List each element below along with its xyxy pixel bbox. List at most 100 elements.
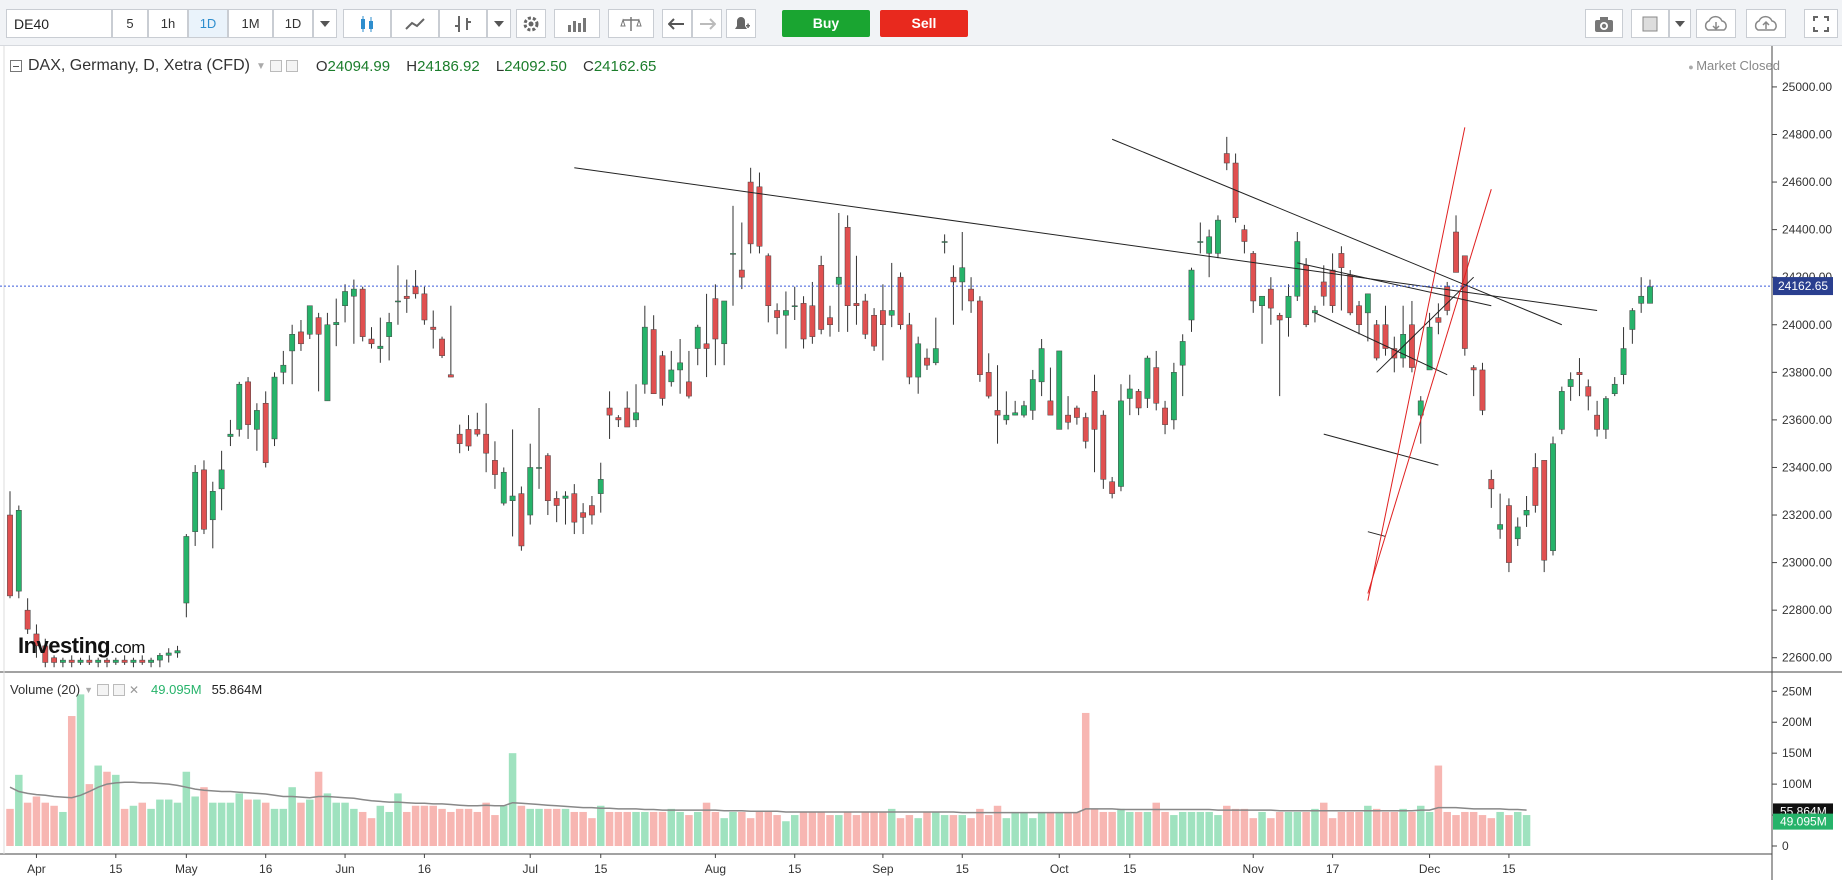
candle — [456, 424, 463, 454]
volume-bar — [614, 811, 623, 846]
candle — [712, 284, 719, 366]
time-tick-label: 15 — [956, 862, 970, 876]
time-tick-label: 16 — [259, 862, 273, 876]
cloud-download-icon[interactable] — [1696, 9, 1736, 38]
bar-chart-icon[interactable] — [554, 9, 600, 38]
instrument-title[interactable]: DAX, Germany, D, Xetra (CFD) — [28, 57, 250, 74]
candle-body — [439, 338, 445, 356]
investing-logo: Investing.com — [18, 633, 145, 659]
last-price-badge — [1773, 277, 1833, 296]
candle-body — [1003, 414, 1010, 421]
volume-visibility-icon[interactable] — [97, 683, 110, 696]
visibility-icon[interactable] — [269, 60, 282, 72]
title-dropdown-icon[interactable]: ▼ — [255, 60, 266, 72]
candle — [15, 505, 22, 599]
candle — [1082, 412, 1089, 449]
candle-body — [42, 645, 49, 663]
indicator-icon[interactable] — [439, 9, 487, 38]
candle — [439, 336, 445, 359]
volume-dropdown-icon[interactable]: ▼ — [84, 684, 94, 695]
candle-body — [1338, 253, 1345, 268]
candle-body — [1091, 391, 1098, 430]
candle-body — [1611, 383, 1618, 394]
candle-body — [1100, 414, 1107, 480]
volume-bar — [658, 811, 667, 846]
candle-body — [121, 659, 128, 663]
candle — [68, 655, 75, 668]
candle — [492, 441, 498, 489]
settings-icon[interactable] — [285, 60, 298, 72]
volume-bar — [826, 815, 834, 846]
candle — [218, 450, 225, 511]
volume-settings-icon[interactable] — [113, 683, 126, 696]
interval-1h-button[interactable]: 1h — [148, 9, 188, 38]
candle — [227, 419, 234, 447]
buy-button[interactable]: Buy — [782, 10, 870, 37]
camera-icon[interactable] — [1585, 9, 1623, 38]
candle — [1506, 498, 1512, 573]
candle — [835, 212, 842, 332]
gear-icon[interactable] — [516, 9, 546, 38]
interval-1d-alt-button[interactable]: 1D — [273, 9, 313, 38]
candle-body — [1047, 400, 1054, 416]
volume-bar — [1161, 811, 1169, 846]
volume-bar — [1434, 765, 1443, 846]
candle-body — [218, 469, 225, 490]
candle — [1435, 303, 1442, 335]
time-tick-label: Sep — [872, 862, 894, 876]
redo-icon[interactable] — [692, 9, 722, 38]
volume-bar — [570, 811, 579, 846]
interval-dropdown-chevron-icon[interactable] — [313, 9, 337, 38]
candle — [553, 491, 560, 523]
volume-bar — [270, 808, 279, 846]
candle — [932, 317, 939, 366]
red-trendline — [1367, 127, 1466, 601]
fullscreen-icon[interactable] — [1804, 9, 1838, 38]
price-tick-label: 24800.00 — [1782, 127, 1832, 141]
symbol-input[interactable]: DE40 — [6, 9, 112, 38]
interval-1m-button[interactable]: 1M — [228, 9, 273, 38]
candle-body — [430, 326, 437, 330]
price-tick-label: 23600.00 — [1782, 413, 1832, 427]
color-swatch-icon[interactable] — [1631, 9, 1669, 38]
volume-bar — [1522, 815, 1531, 846]
candle — [1162, 400, 1168, 435]
candle — [906, 312, 913, 385]
cloud-upload-icon[interactable] — [1746, 9, 1786, 38]
candle-body — [1153, 367, 1160, 404]
volume-value: 49.095M — [151, 682, 202, 697]
line-chart-icon[interactable] — [391, 9, 439, 38]
volume-bar — [1002, 818, 1011, 846]
candle-body — [1364, 293, 1371, 314]
candle-body — [615, 417, 622, 421]
candle-body — [1453, 231, 1459, 273]
volume-legend: Volume (20) ▼ ✕ 49.095M 55.864M — [10, 682, 262, 697]
volume-bar — [420, 805, 429, 846]
volume-close-icon[interactable]: ✕ — [129, 682, 140, 697]
volume-bar — [76, 694, 85, 846]
volume-bar — [1231, 808, 1240, 846]
candlestick-icon[interactable] — [343, 9, 391, 38]
price-tick-label: 24400.00 — [1782, 223, 1832, 237]
collapse-legend-icon[interactable] — [10, 60, 22, 72]
interval-5-button[interactable]: 5 — [112, 9, 148, 38]
candle — [1118, 384, 1124, 492]
candle — [1382, 305, 1389, 356]
color-dropdown-chevron-icon[interactable] — [1669, 9, 1691, 38]
sell-button[interactable]: Sell — [880, 10, 968, 37]
alert-bell-icon[interactable] — [726, 9, 756, 38]
undo-icon[interactable] — [662, 9, 692, 38]
candle — [1444, 281, 1451, 316]
compare-scale-icon[interactable] — [608, 9, 654, 38]
volume-bar — [597, 805, 605, 846]
interval-1d-button[interactable]: 1D — [188, 9, 228, 38]
candle — [253, 403, 260, 451]
chart-area[interactable]: 25000.0024800.0024600.0024400.0024200.00… — [0, 46, 1842, 880]
volume-title[interactable]: Volume (20) — [10, 682, 81, 697]
indicator-dropdown-chevron-icon[interactable] — [487, 9, 511, 38]
candle-body — [924, 357, 930, 366]
volume-bar — [1090, 808, 1099, 846]
candle — [809, 281, 816, 344]
candle-body — [589, 505, 595, 516]
candle-body — [1126, 388, 1133, 399]
